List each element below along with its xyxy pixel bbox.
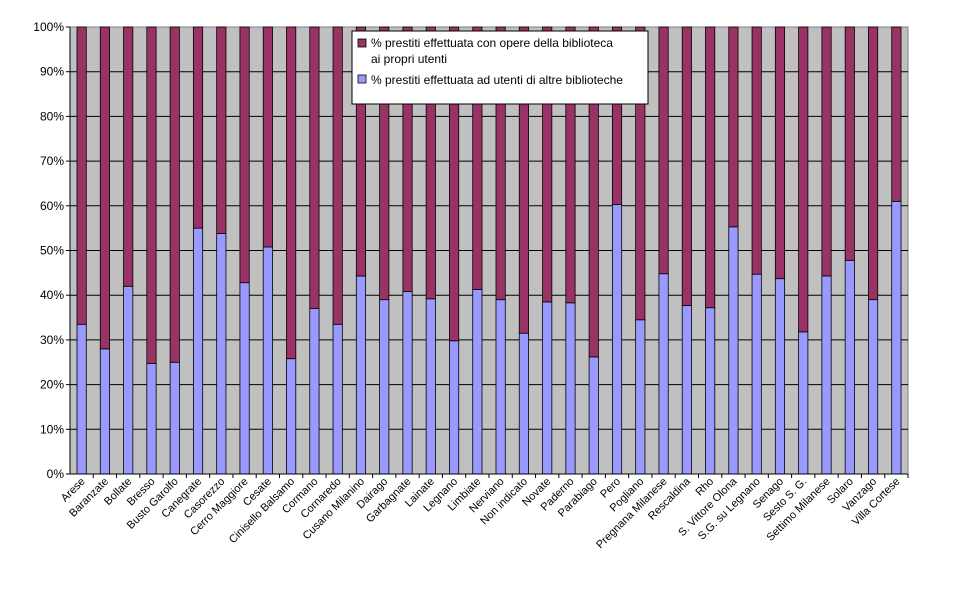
bar-own-users xyxy=(681,26,692,306)
bar-other-libraries xyxy=(99,348,110,475)
bar-other-libraries xyxy=(751,273,762,475)
bar-other-libraries xyxy=(868,299,879,475)
bar-other-libraries xyxy=(542,301,553,475)
bars xyxy=(76,26,902,475)
bar-own-users xyxy=(355,26,367,277)
bar-own-users xyxy=(216,26,227,234)
bar-other-libraries xyxy=(286,358,297,475)
bar-own-users xyxy=(635,26,646,321)
bar-own-users xyxy=(751,26,762,275)
bar-other-libraries xyxy=(309,308,320,475)
bar-own-users xyxy=(588,26,599,358)
bar-other-libraries xyxy=(611,204,623,475)
bar-own-users xyxy=(542,26,553,303)
bar-other-libraries xyxy=(774,278,786,475)
bar-own-users xyxy=(239,26,250,284)
bar-other-libraries xyxy=(705,307,716,475)
bar-other-libraries xyxy=(379,299,390,475)
bar-own-users xyxy=(518,26,529,334)
bar-other-libraries xyxy=(146,363,157,475)
legend-label-own-users-line1: % prestiti effettuata con opere della bi… xyxy=(371,36,613,50)
bar-own-users xyxy=(146,26,157,364)
bar-own-users xyxy=(169,26,180,363)
bar-other-libraries xyxy=(588,356,599,475)
bar-other-libraries xyxy=(262,246,273,475)
bar-own-users xyxy=(286,26,297,360)
bar-own-users xyxy=(821,26,832,277)
bar-own-users xyxy=(99,26,110,350)
bar-own-users xyxy=(309,26,320,310)
y-tick-label: 20% xyxy=(40,378,64,392)
bar-own-users xyxy=(472,26,483,290)
bar-other-libraries xyxy=(518,332,529,475)
bar-own-users xyxy=(798,26,809,333)
bar-other-libraries xyxy=(728,226,739,475)
bar-other-libraries xyxy=(635,319,646,475)
bar-other-libraries xyxy=(425,298,436,475)
legend-swatch-other-libraries xyxy=(357,74,367,84)
bar-own-users xyxy=(495,26,506,301)
bar-own-users xyxy=(425,26,436,300)
bar-other-libraries xyxy=(216,233,227,475)
bar-other-libraries xyxy=(565,302,576,475)
bar-own-users xyxy=(449,26,460,342)
bar-other-libraries xyxy=(402,291,413,475)
y-tick-label: 40% xyxy=(40,288,64,302)
bar-own-users xyxy=(774,26,786,280)
bar-other-libraries xyxy=(355,275,367,475)
y-tick-label: 0% xyxy=(47,467,65,481)
legend-label-own-users-line2: ai propri utenti xyxy=(371,52,447,66)
bar-own-users xyxy=(262,26,273,248)
bar-other-libraries xyxy=(239,282,250,475)
y-tick-label: 80% xyxy=(40,109,64,123)
bar-own-users xyxy=(891,26,902,202)
y-axis: 0% 10% 20% 30% 40% 50% 60% 70% 80% 90% 100% xyxy=(33,20,71,481)
bar-own-users xyxy=(379,26,390,301)
y-tick-label: 90% xyxy=(40,65,64,79)
legend-label-other-libraries: % prestiti effettuata ad utenti di altre… xyxy=(371,73,623,87)
legend-box xyxy=(351,30,649,105)
bar-other-libraries xyxy=(192,227,204,475)
y-tick-label: 70% xyxy=(40,154,64,168)
bar-own-users xyxy=(844,26,855,261)
bar-own-users xyxy=(611,26,623,205)
bar-other-libraries xyxy=(123,285,134,475)
bar-other-libraries xyxy=(495,299,506,475)
y-tick-label: 60% xyxy=(40,199,64,213)
bar-own-users xyxy=(123,26,134,287)
bar-own-users xyxy=(565,26,576,304)
bar-other-libraries xyxy=(821,275,832,475)
bar-own-users xyxy=(76,26,87,325)
y-tick-label: 100% xyxy=(33,20,64,34)
y-tick-label: 10% xyxy=(40,422,64,436)
legend-swatch-own-users xyxy=(357,38,367,48)
bar-other-libraries xyxy=(169,361,180,475)
bar-other-libraries xyxy=(658,273,669,475)
bar-other-libraries xyxy=(76,323,87,475)
bar-other-libraries xyxy=(332,323,343,475)
bar-own-users xyxy=(868,26,879,301)
bar-own-users xyxy=(728,26,739,228)
bar-own-users xyxy=(332,26,343,325)
bar-other-libraries xyxy=(891,200,902,475)
y-tick-label: 30% xyxy=(40,333,64,347)
bar-other-libraries xyxy=(844,259,855,475)
bar-other-libraries xyxy=(472,288,483,475)
bar-own-users xyxy=(658,26,669,275)
bar-own-users xyxy=(402,26,413,293)
bar-other-libraries xyxy=(681,305,692,475)
bar-own-users xyxy=(705,26,716,309)
bar-other-libraries xyxy=(449,340,460,475)
bar-other-libraries xyxy=(798,331,809,475)
bar-own-users xyxy=(192,26,204,229)
y-tick-label: 50% xyxy=(40,244,64,258)
legend: % prestiti effettuata con opere della bi… xyxy=(351,30,649,105)
